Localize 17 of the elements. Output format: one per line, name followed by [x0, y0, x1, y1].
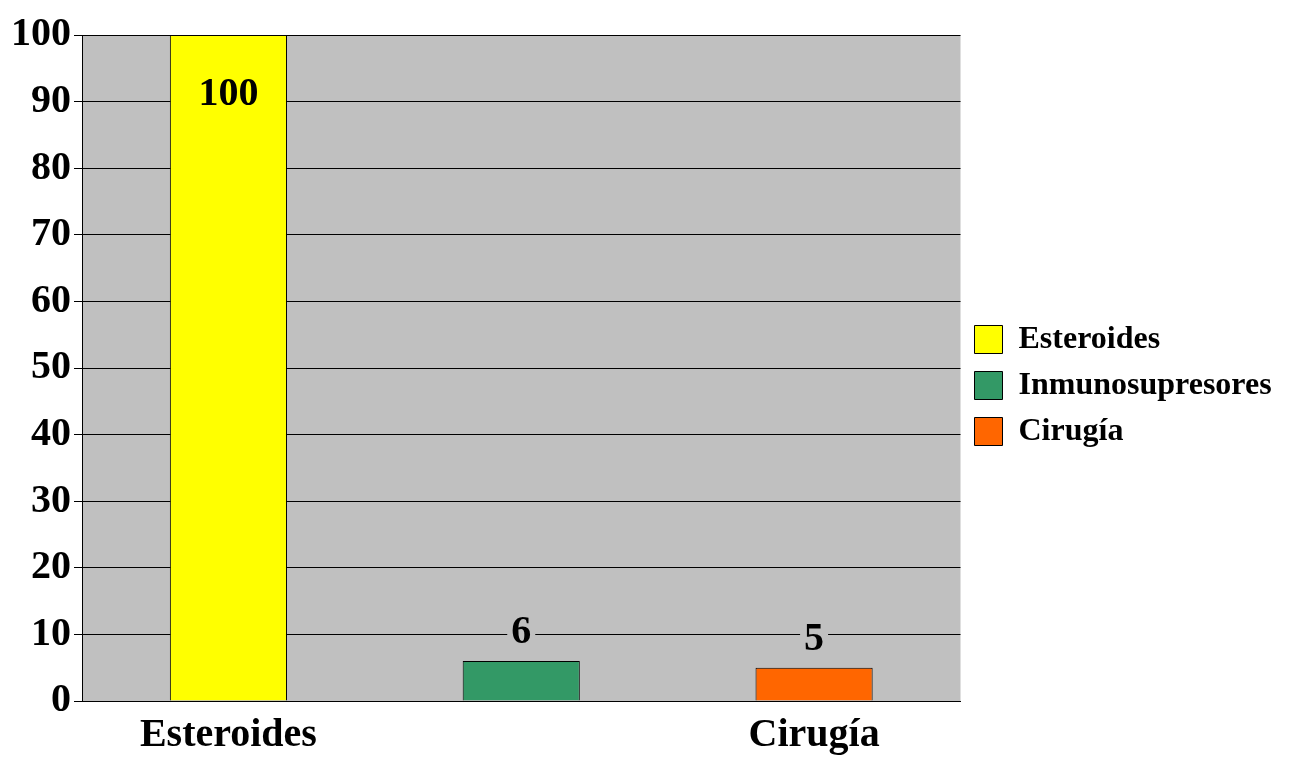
y-tick-label: 50	[31, 342, 71, 388]
legend-label: Cirugía	[1018, 410, 1124, 447]
y-tick-label: 80	[31, 142, 71, 188]
y-tick-label: 40	[31, 408, 71, 454]
data-label: 6	[511, 607, 532, 653]
legend-label: Esteroides	[1018, 318, 1161, 355]
y-tick-label: 70	[31, 209, 71, 255]
data-label: 5	[804, 614, 825, 660]
legend-label: Inmunosupresores	[1018, 364, 1272, 401]
data-label: 100	[198, 69, 259, 115]
y-tick-label: 60	[31, 275, 71, 321]
y-tick-label: 100	[11, 9, 71, 55]
y-tick-label: 20	[31, 542, 71, 588]
y-tick-label: 10	[31, 608, 71, 654]
y-tick-label: 30	[31, 475, 71, 521]
y-tick-label: 90	[31, 75, 71, 121]
y-tick-label: 0	[51, 675, 71, 721]
